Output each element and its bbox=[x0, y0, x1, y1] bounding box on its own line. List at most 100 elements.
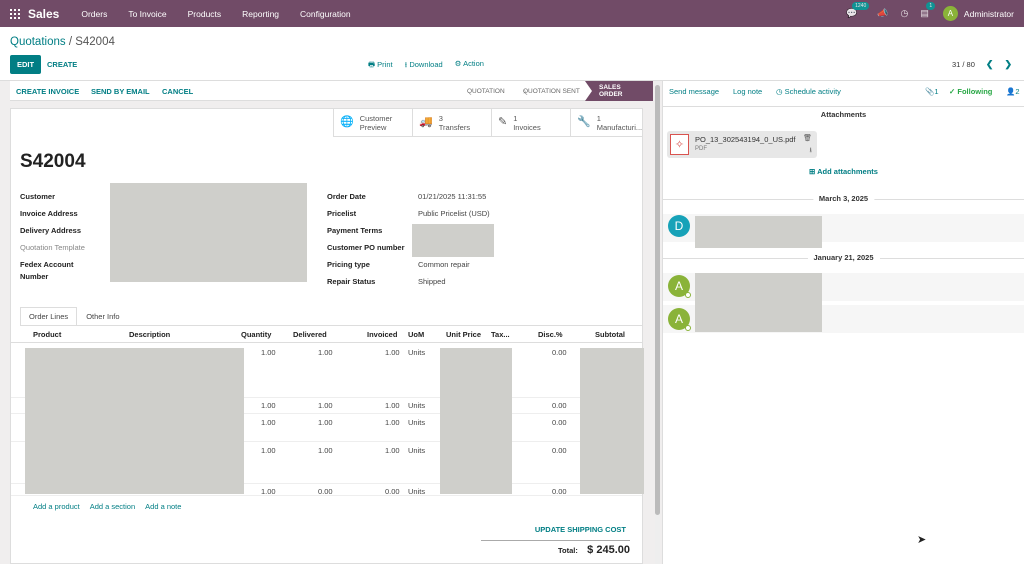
pricelist-value[interactable]: Public Pricelist (USD) bbox=[418, 209, 490, 218]
pager-next-icon[interactable]: ❯ bbox=[1004, 59, 1012, 69]
apps-menu-icon[interactable] bbox=[10, 8, 20, 19]
pager-value[interactable]: 31 / 80 bbox=[951, 60, 975, 69]
row2-quantity[interactable]: 1.00 bbox=[261, 401, 276, 410]
author-avatar[interactable]: A bbox=[668, 275, 691, 298]
followers-button[interactable]: 👤2 bbox=[1006, 87, 1020, 96]
transfers-button[interactable]: 🚚 3 Transfers bbox=[412, 109, 491, 137]
redacted-unit-price-taxes[interactable] bbox=[440, 348, 512, 494]
attachments-toggle[interactable]: 📎1 bbox=[925, 87, 939, 96]
tab-order-lines[interactable]: Order Lines bbox=[20, 307, 78, 326]
row-divider bbox=[11, 397, 642, 398]
form-scrollbar[interactable] bbox=[655, 81, 660, 564]
row1-delivered[interactable]: 1.00 bbox=[318, 348, 333, 357]
row2-uom[interactable]: Units bbox=[408, 401, 426, 410]
edit-button[interactable]: EDIT bbox=[10, 55, 42, 74]
row5-uom[interactable]: Units bbox=[408, 487, 426, 496]
author-avatar[interactable]: A bbox=[668, 308, 691, 331]
row1-invoiced: 1.00 bbox=[385, 348, 400, 357]
menu-to-invoice[interactable]: To Invoice bbox=[128, 8, 167, 19]
add-product-link[interactable]: Add a product bbox=[33, 502, 80, 511]
scrollbar-thumb[interactable] bbox=[655, 85, 660, 515]
download-icon[interactable]: ⭳ bbox=[809, 147, 812, 154]
redacted-po-number[interactable] bbox=[412, 224, 494, 257]
total-value: $ 245.00 bbox=[587, 544, 630, 556]
schedule-activity-button[interactable]: ◷ Schedule activity bbox=[776, 87, 841, 96]
chat-icon[interactable]: 💬 1240 bbox=[846, 2, 870, 19]
user-name[interactable]: Administrator bbox=[963, 8, 1014, 19]
send-by-email-button[interactable]: SEND BY EMAIL bbox=[91, 87, 150, 96]
date-separator: January 21, 2025 bbox=[663, 253, 1024, 263]
customer-preview-button[interactable]: 🌐 Customer Preview bbox=[333, 109, 412, 137]
author-avatar[interactable]: D bbox=[668, 215, 690, 237]
invoices-button[interactable]: ✎ 1 Invoices bbox=[491, 109, 570, 137]
row2-discount[interactable]: 0.00 bbox=[552, 401, 567, 410]
manufacturing-button[interactable]: 🔧 1 Manufacturi... bbox=[570, 109, 642, 137]
pager-previous-icon[interactable]: ❮ bbox=[985, 59, 994, 69]
breadcrumb-quotations[interactable]: Quotations bbox=[10, 36, 66, 48]
row1-discount[interactable]: 0.00 bbox=[552, 348, 567, 357]
row4-discount[interactable]: 0.00 bbox=[552, 446, 567, 455]
redacted-customer-fields[interactable] bbox=[110, 183, 307, 282]
col-uom[interactable]: UoM bbox=[408, 330, 425, 339]
col-invoiced[interactable]: Invoiced bbox=[367, 330, 398, 339]
repair-status-value[interactable]: Shipped bbox=[418, 277, 446, 286]
row3-discount[interactable]: 0.00 bbox=[552, 418, 567, 427]
row5-delivered[interactable]: 0.00 bbox=[318, 487, 333, 496]
menu-reporting[interactable]: Reporting bbox=[242, 8, 280, 19]
send-message-button[interactable]: Send message bbox=[669, 87, 720, 96]
print-button[interactable]: 🖶 Print bbox=[368, 59, 393, 72]
update-shipping-cost-button[interactable]: UPDATE SHIPPING COST bbox=[534, 525, 626, 534]
col-taxes[interactable]: Tax... bbox=[491, 330, 510, 339]
following-button[interactable]: ✓ Following bbox=[949, 87, 992, 96]
col-subtotal[interactable]: Subtotal bbox=[595, 330, 625, 339]
add-note-link[interactable]: Add a note bbox=[145, 502, 182, 511]
col-description[interactable]: Description bbox=[129, 330, 171, 339]
activity-icon[interactable]: ▤ 1 bbox=[920, 2, 936, 19]
user-avatar[interactable]: A bbox=[942, 6, 958, 21]
row1-quantity[interactable]: 1.00 bbox=[261, 348, 276, 357]
quotation-template-label: Quotation Template bbox=[20, 243, 85, 252]
row1-uom[interactable]: Units bbox=[408, 348, 426, 357]
row4-delivered[interactable]: 1.00 bbox=[318, 446, 333, 455]
add-section-link[interactable]: Add a section bbox=[89, 502, 136, 511]
row3-delivered[interactable]: 1.00 bbox=[318, 418, 333, 427]
record-title: S42004 bbox=[20, 151, 86, 172]
row2-delivered[interactable]: 1.00 bbox=[318, 401, 333, 410]
download-button[interactable]: ⭳ Download bbox=[405, 59, 443, 72]
clock-icon[interactable]: ◷ bbox=[900, 8, 909, 18]
col-quantity[interactable]: Quantity bbox=[241, 330, 272, 339]
row5-quantity[interactable]: 1.00 bbox=[261, 487, 276, 496]
attachment-name[interactable]: PO_13_302543194_0_US.pdf bbox=[695, 135, 796, 144]
log-note-button[interactable]: Log note bbox=[733, 87, 763, 96]
col-discount[interactable]: Disc.% bbox=[538, 330, 563, 339]
order-date-value[interactable]: 01/21/2025 11:31:55 bbox=[418, 192, 487, 201]
pricing-type-value[interactable]: Common repair bbox=[418, 260, 470, 269]
menu-configuration[interactable]: Configuration bbox=[300, 8, 351, 19]
row4-quantity[interactable]: 1.00 bbox=[261, 446, 276, 455]
tab-other-info[interactable]: Other Info bbox=[86, 312, 120, 321]
redacted-product-description[interactable] bbox=[25, 348, 244, 494]
col-unit-price[interactable]: Unit Price bbox=[446, 330, 482, 339]
trash-icon[interactable]: 🗑 bbox=[803, 135, 812, 142]
row4-uom[interactable]: Units bbox=[408, 446, 426, 455]
create-invoice-button[interactable]: CREATE INVOICE bbox=[16, 87, 80, 96]
menu-orders[interactable]: Orders bbox=[81, 8, 108, 19]
megaphone-icon[interactable]: 📣 bbox=[877, 8, 889, 18]
row5-discount[interactable]: 0.00 bbox=[552, 487, 567, 496]
col-product[interactable]: Product bbox=[33, 330, 62, 339]
action-button[interactable]: ⚙ Action bbox=[455, 59, 484, 72]
app-name[interactable]: Sales bbox=[28, 6, 60, 21]
row3-uom[interactable]: Units bbox=[408, 418, 426, 427]
col-delivered[interactable]: Delivered bbox=[293, 330, 327, 339]
attachment-card[interactable]: ✧ PO_13_302543194_0_US.pdf PDF 🗑 ⭳ bbox=[667, 131, 817, 158]
menu-products[interactable]: Products bbox=[187, 8, 222, 19]
stage-sales-order[interactable]: SALES ORDER bbox=[585, 81, 653, 101]
stage-quotation-sent[interactable]: QUOTATION SENT bbox=[523, 81, 580, 101]
manufacturing-label: Manufacturi... bbox=[596, 122, 643, 132]
row3-quantity[interactable]: 1.00 bbox=[261, 418, 276, 427]
stage-quotation[interactable]: QUOTATION bbox=[467, 87, 505, 95]
create-button[interactable]: CREATE bbox=[47, 60, 78, 69]
cancel-button[interactable]: CANCEL bbox=[162, 87, 194, 96]
add-attachments-button[interactable]: ⊞ Add attachments bbox=[663, 167, 1024, 176]
chatter-panel: Send message Log note ◷ Schedule activit… bbox=[662, 81, 1024, 564]
